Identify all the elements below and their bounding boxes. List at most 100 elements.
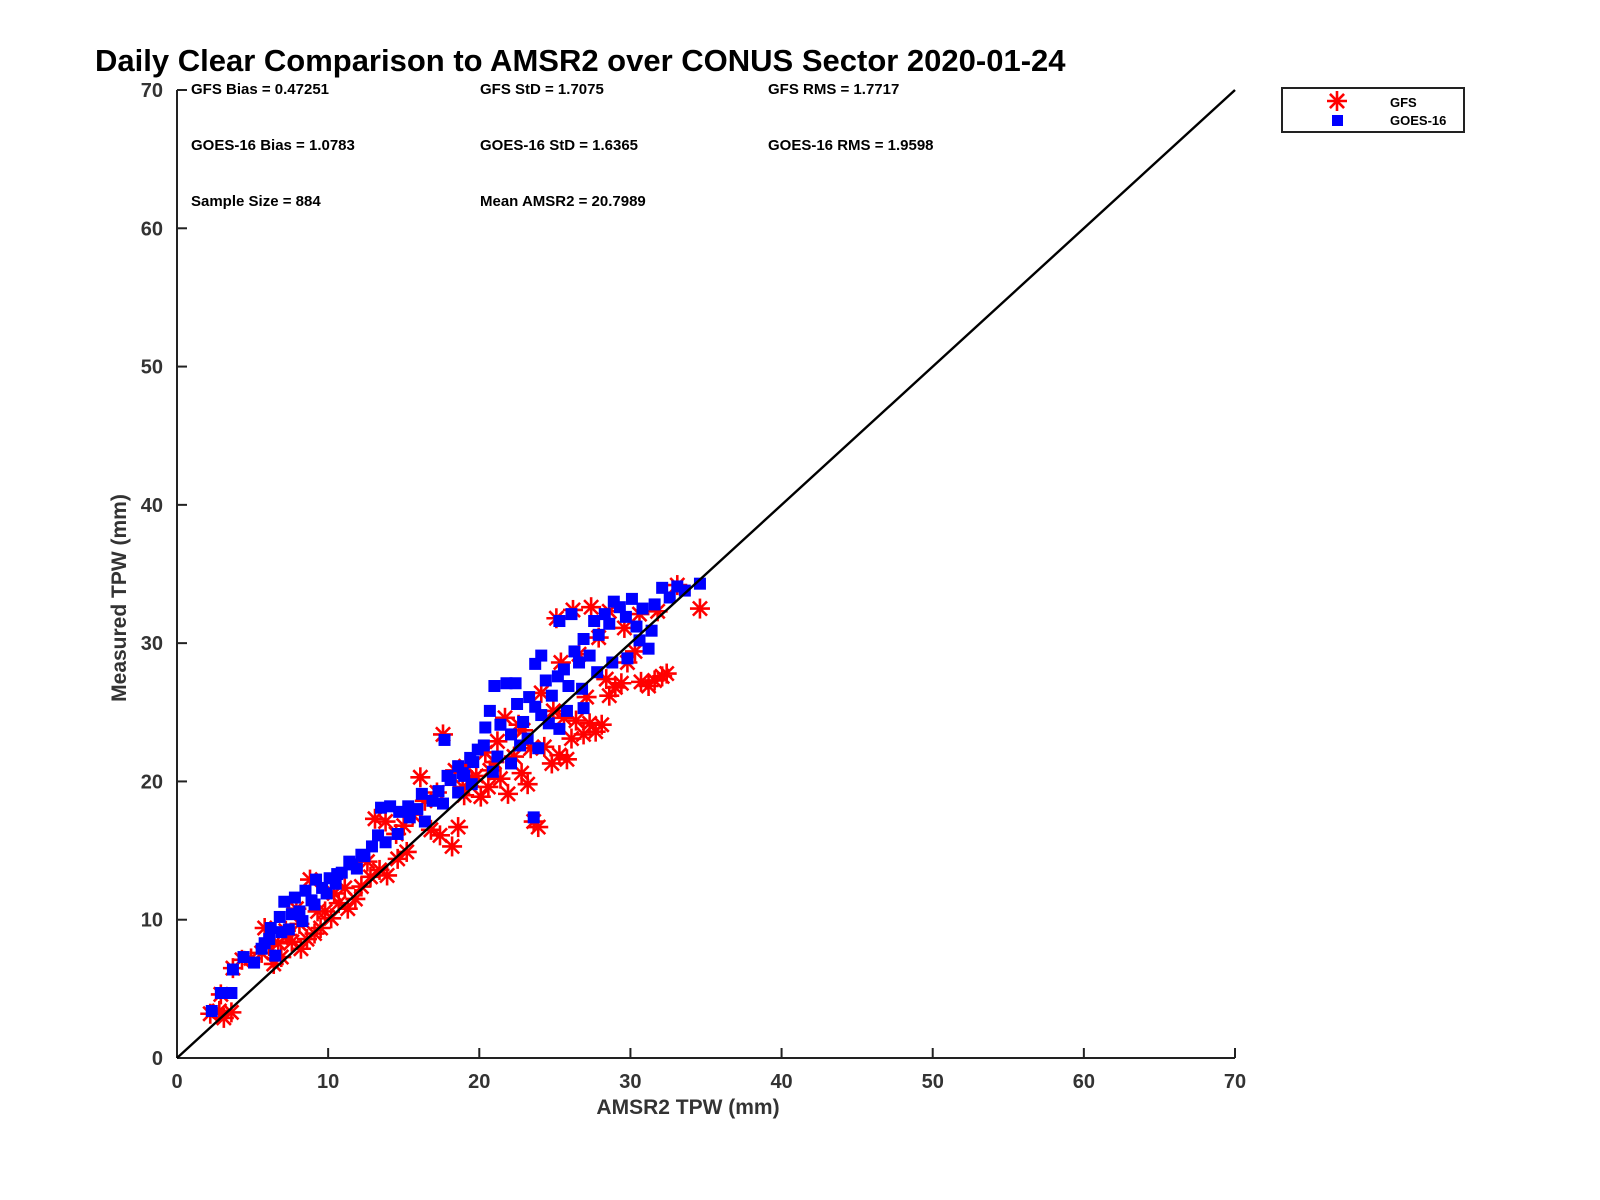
y-tick-label: 50 xyxy=(141,357,163,379)
goes16-point xyxy=(452,786,465,799)
goes16-point xyxy=(488,680,501,693)
goes16-point xyxy=(479,721,492,734)
y-axis-ticks: 0 10 20 30 40 50 60 70 xyxy=(141,80,187,1070)
legend-gfs-asterisk-stroke xyxy=(1327,91,1347,111)
goes16-point xyxy=(598,608,611,621)
y-axis-label: Measured TPW (mm) xyxy=(108,494,131,702)
stat-gfs-bias: GFS Bias = 0.47251 xyxy=(191,81,329,98)
legend-box xyxy=(1281,87,1465,133)
goes16-point xyxy=(237,951,250,964)
goes16-point xyxy=(456,767,469,780)
goes16-point xyxy=(320,887,333,900)
stat-sample-size: Sample Size = 884 xyxy=(191,193,321,210)
gfs-point xyxy=(377,865,398,886)
stat-gfs-std: GFS StD = 1.7075 xyxy=(480,81,604,98)
y-tick-label: 0 xyxy=(152,1048,163,1070)
gfs-point xyxy=(611,673,632,694)
goes16-point xyxy=(613,601,626,614)
goes16-point xyxy=(491,750,504,763)
goes16-point xyxy=(285,908,298,921)
goes16-point xyxy=(573,656,586,669)
data-points xyxy=(200,575,710,1028)
goes16-point xyxy=(500,677,513,690)
one-to-one-reference-line xyxy=(176,89,1236,1059)
x-axis-label: AMSR2 TPW (mm) xyxy=(596,1096,779,1119)
y-tick-label: 70 xyxy=(141,80,163,102)
goes16-point xyxy=(355,848,368,861)
goes16-point xyxy=(438,733,451,746)
legend-goes-label: GOES-16 xyxy=(1390,113,1446,128)
goes16-point xyxy=(205,1004,218,1017)
stat-mean-amsr2: Mean AMSR2 = 20.7989 xyxy=(480,193,646,210)
y-tick-label: 60 xyxy=(141,218,163,240)
goes16-point xyxy=(619,610,632,623)
goes16-point xyxy=(402,800,415,813)
gfs-point xyxy=(644,670,665,691)
stat-gfs-rms: GFS RMS = 1.7717 xyxy=(768,81,899,98)
goes16-point xyxy=(523,691,536,704)
goes16-point xyxy=(648,598,661,611)
goes16-point xyxy=(384,800,397,813)
x-tick-label: 40 xyxy=(770,1071,792,1093)
goes16-point xyxy=(545,689,558,702)
goes16-point xyxy=(636,602,649,615)
goes16-point xyxy=(509,677,522,690)
goes16-point xyxy=(532,742,545,755)
x-tick-label: 20 xyxy=(468,1071,490,1093)
goes16-point xyxy=(365,840,378,853)
goes16-point xyxy=(225,987,238,1000)
goes16-point xyxy=(562,680,575,693)
x-tick-label: 0 xyxy=(171,1071,182,1093)
goes16-point xyxy=(375,801,388,814)
y-tick-label: 20 xyxy=(141,771,163,793)
goes16-point xyxy=(568,645,581,658)
goes16-point xyxy=(625,592,638,605)
stat-goes-bias: GOES-16 Bias = 1.0783 xyxy=(191,137,355,154)
gfs-point xyxy=(689,598,710,619)
goes16-point xyxy=(437,797,450,810)
legend: GFS GOES-16 xyxy=(1281,87,1465,133)
goes16-point xyxy=(553,615,566,628)
goes16-point xyxy=(560,704,573,717)
goes16-point xyxy=(592,628,605,641)
goes16-point xyxy=(331,868,344,881)
goes16-point xyxy=(565,608,578,621)
y-tick-label: 10 xyxy=(141,910,163,932)
goes16-point xyxy=(553,722,566,735)
goes16-point xyxy=(505,728,518,741)
gfs-point xyxy=(410,767,431,788)
x-tick-label: 70 xyxy=(1224,1071,1246,1093)
goes16-point xyxy=(539,674,552,687)
legend-goes-square-icon xyxy=(1332,115,1343,126)
goes16-point xyxy=(418,815,431,828)
stat-goes-std: GOES-16 StD = 1.6365 xyxy=(480,137,638,154)
gfs-point xyxy=(442,836,463,857)
statistics-block: GFS Bias = 0.47251 GFS StD = 1.7075 GFS … xyxy=(191,81,934,210)
gfs-point xyxy=(517,774,538,795)
x-tick-label: 10 xyxy=(317,1071,339,1093)
gfs-point xyxy=(656,663,677,684)
goes16-point xyxy=(477,739,490,752)
goes16-point xyxy=(630,620,643,633)
goes16-point xyxy=(583,649,596,662)
goes16-point xyxy=(494,718,507,731)
goes16-point xyxy=(621,652,634,665)
goes16-point xyxy=(557,663,570,676)
x-axis-ticks: 0 10 20 30 40 50 60 70 xyxy=(171,1048,1246,1093)
gfs-point xyxy=(591,714,612,735)
goes16-point xyxy=(483,704,496,717)
legend-gfs-asterisk-icon xyxy=(1327,91,1347,111)
gfs-point xyxy=(556,749,577,770)
goes16-point xyxy=(432,785,445,798)
goes16-point xyxy=(588,615,601,628)
goes16-point xyxy=(391,827,404,840)
gfs-point xyxy=(498,783,519,804)
gfs-point xyxy=(581,597,602,618)
goes16-point xyxy=(273,910,286,923)
goes16-point xyxy=(663,591,676,604)
goes16-point xyxy=(415,787,428,800)
goes16-point xyxy=(299,884,312,897)
goes16-point xyxy=(296,915,309,928)
goes16-point xyxy=(511,697,524,710)
